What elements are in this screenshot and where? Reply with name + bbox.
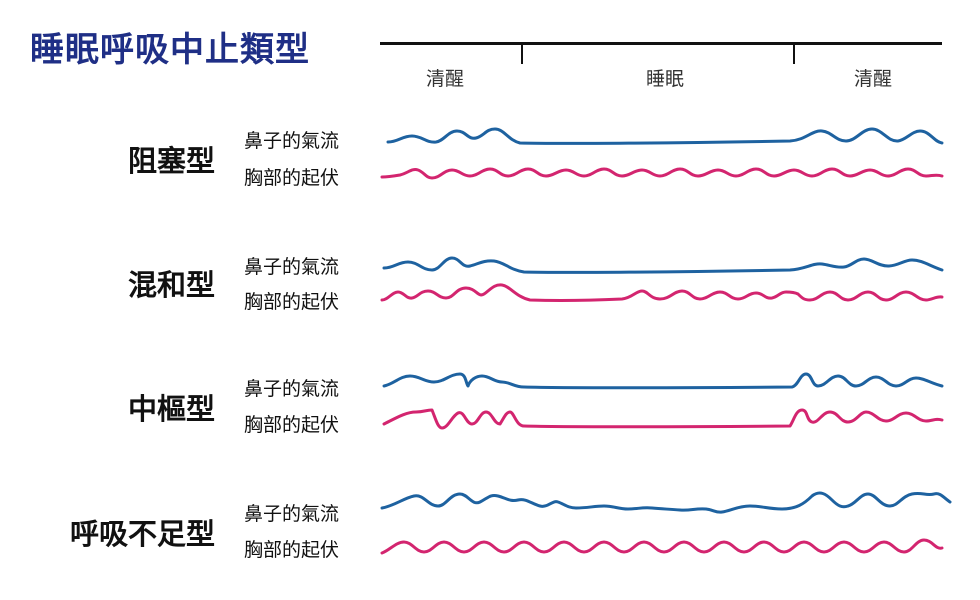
chest-label-obstructive: 胸部的起伏 (244, 167, 340, 189)
chest-wave-hypopnea (380, 538, 944, 555)
airflow-label-obstructive: 鼻子的氣流 (244, 130, 340, 152)
type-label-central: 中樞型 (127, 392, 215, 426)
sleep-timeline (380, 38, 942, 68)
airflow-wave-mixed (382, 256, 944, 274)
type-label-obstructive: 阻塞型 (127, 144, 215, 178)
airflow-wave-hypopnea (380, 491, 952, 514)
type-label-hypopnea: 呼吸不足型 (69, 517, 215, 551)
type-label-mixed: 混和型 (127, 268, 215, 302)
timeline-bar (380, 42, 942, 45)
chest-label-central: 胸部的起伏 (244, 414, 340, 436)
phase-label-awake-2: 清醒 (853, 68, 892, 90)
chest-wave-central (382, 408, 944, 430)
chest-wave-mixed (380, 283, 944, 302)
chest-label-mixed: 胸部的起伏 (244, 291, 340, 313)
airflow-wave-obstructive (386, 127, 944, 145)
timeline-tick-sleep-start (521, 42, 523, 64)
phase-label-awake-1: 清醒 (425, 68, 464, 90)
airflow-label-central: 鼻子的氣流 (244, 378, 340, 400)
timeline-tick-sleep-end (793, 42, 795, 64)
airflow-label-mixed: 鼻子的氣流 (244, 256, 340, 278)
airflow-label-hypopnea: 鼻子的氣流 (244, 503, 340, 525)
chest-wave-obstructive (380, 167, 944, 180)
chest-label-hypopnea: 胸部的起伏 (244, 539, 340, 561)
phase-label-sleep: 睡眠 (645, 68, 684, 90)
page-title: 睡眠呼吸中止類型 (30, 30, 310, 70)
airflow-wave-central (382, 372, 944, 390)
